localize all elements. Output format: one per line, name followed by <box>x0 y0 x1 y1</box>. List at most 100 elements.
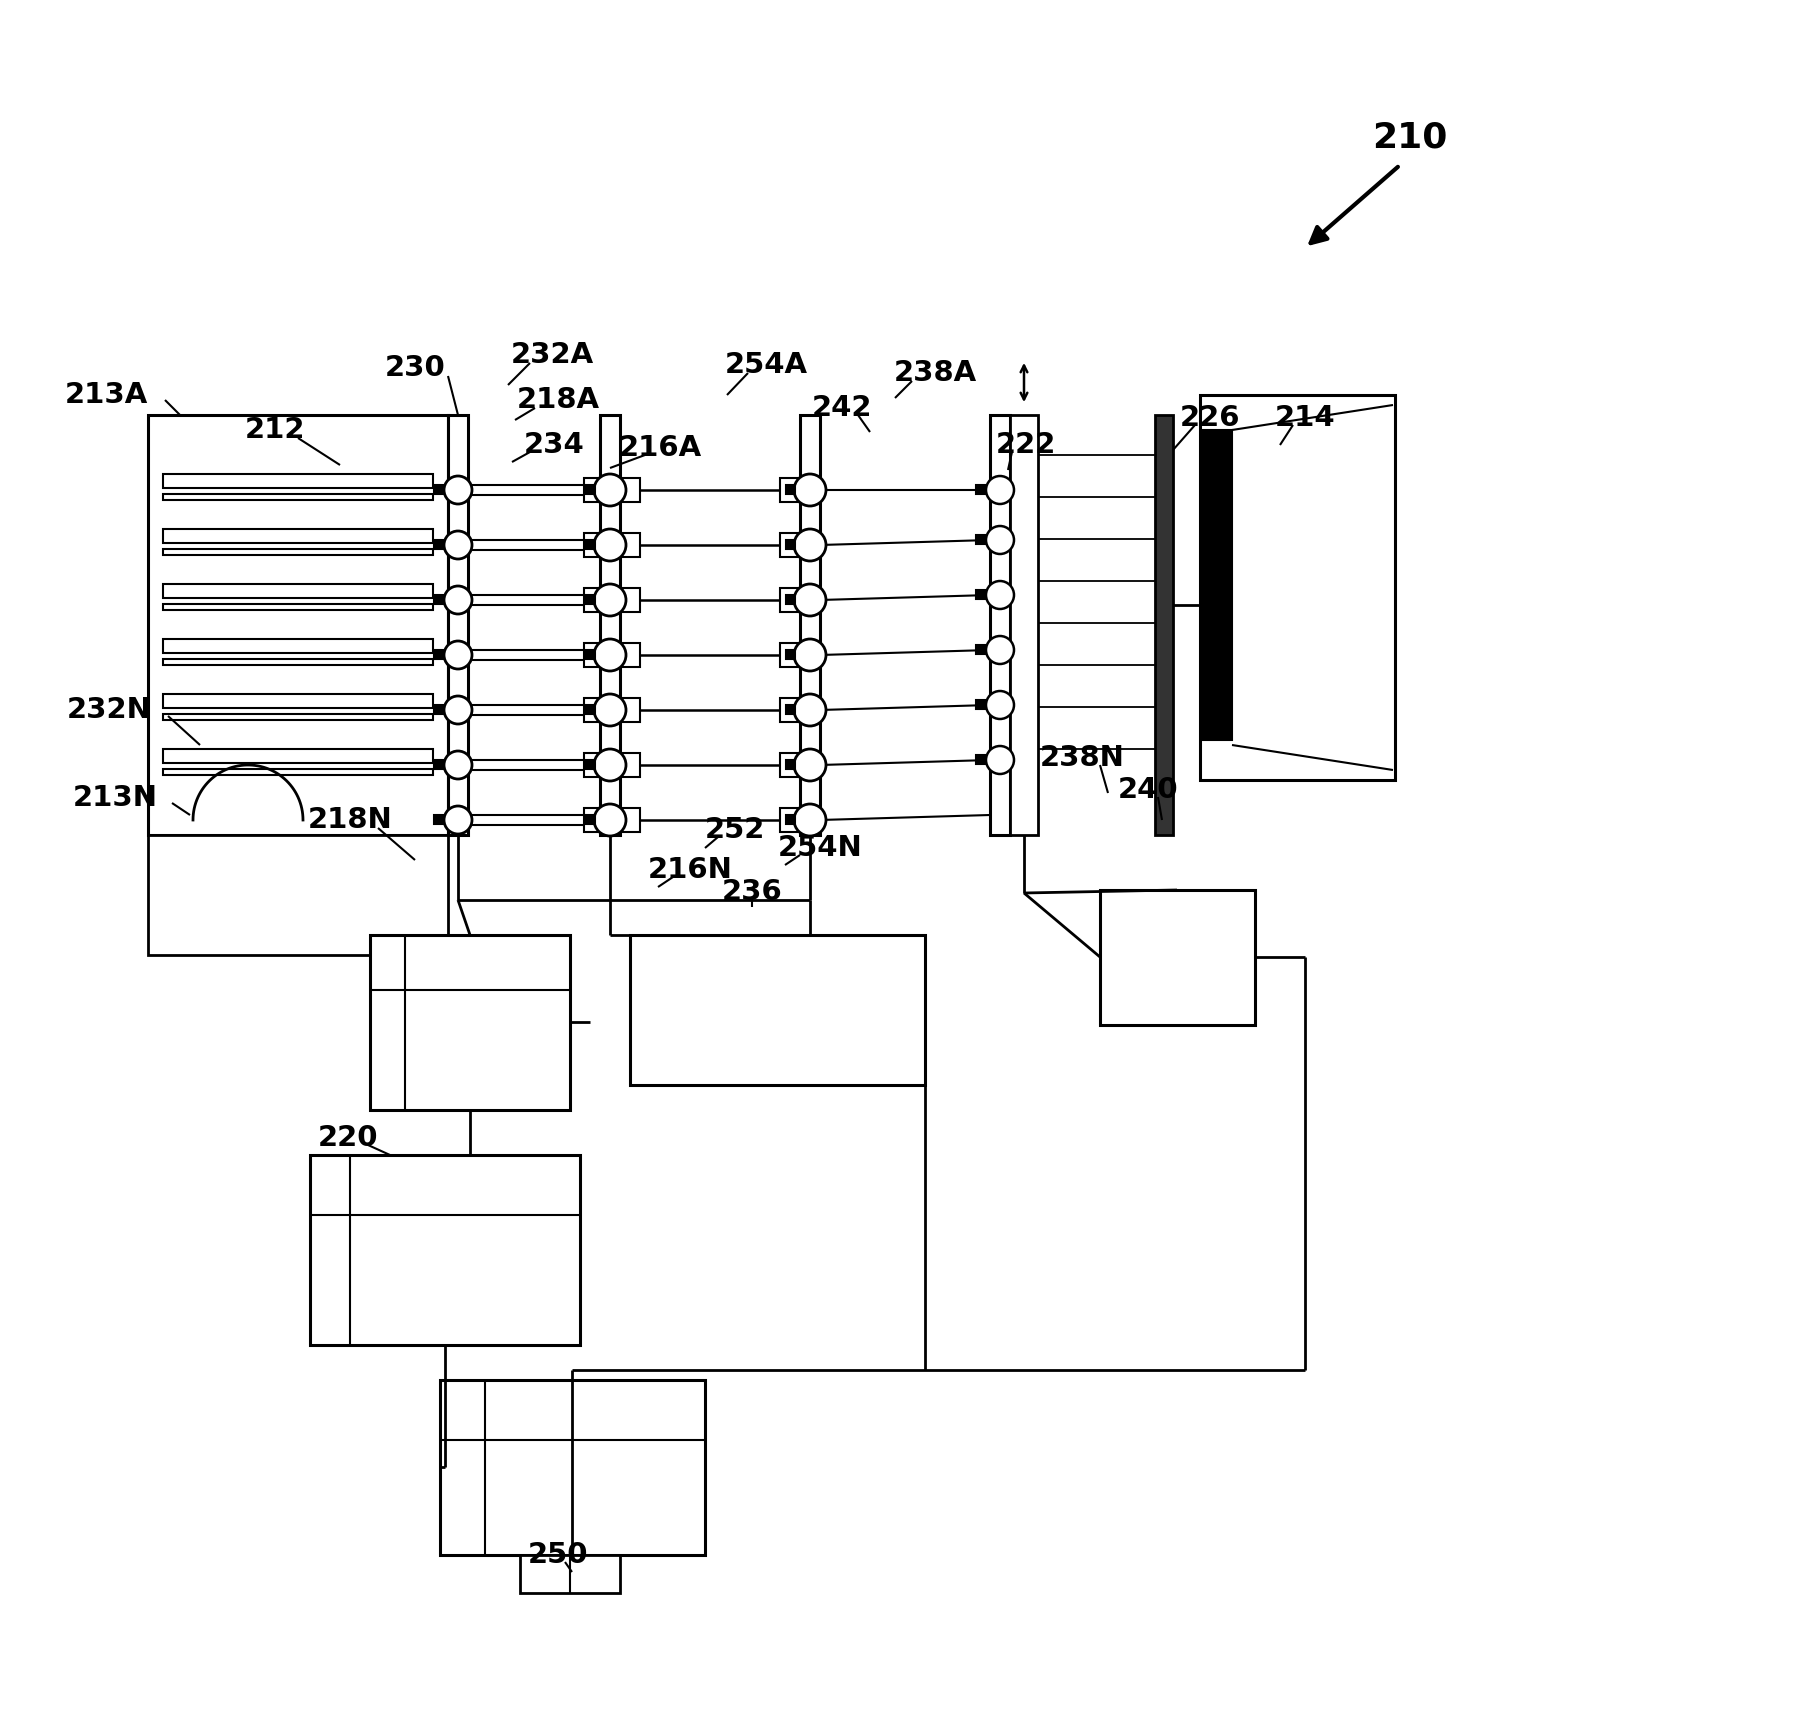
Text: 252: 252 <box>705 816 764 843</box>
Circle shape <box>593 584 626 617</box>
Bar <box>164 714 433 721</box>
Text: 214: 214 <box>1275 404 1334 431</box>
Circle shape <box>444 696 471 724</box>
Bar <box>601 416 620 835</box>
Bar <box>370 935 570 1110</box>
Bar <box>1154 416 1172 835</box>
Circle shape <box>593 748 626 781</box>
Text: 226: 226 <box>1179 404 1239 431</box>
Bar <box>586 705 595 714</box>
Bar <box>164 604 433 610</box>
Bar <box>147 835 448 954</box>
Text: 232A: 232A <box>511 341 593 369</box>
Bar <box>1009 416 1037 835</box>
Bar <box>780 753 798 778</box>
Bar <box>622 587 640 611</box>
Text: 254A: 254A <box>725 352 807 379</box>
Circle shape <box>793 528 825 561</box>
Bar <box>586 540 595 549</box>
Text: 236: 236 <box>721 878 782 906</box>
Bar <box>786 596 795 604</box>
Bar <box>622 809 640 831</box>
Circle shape <box>985 580 1014 610</box>
Text: 218A: 218A <box>516 386 599 414</box>
Bar <box>164 475 433 488</box>
Bar <box>309 1155 579 1346</box>
Circle shape <box>985 476 1014 504</box>
Bar <box>1199 395 1393 779</box>
Text: 238N: 238N <box>1039 745 1124 772</box>
Text: 230: 230 <box>385 353 446 383</box>
Bar <box>147 416 448 835</box>
Bar <box>586 485 595 494</box>
Circle shape <box>593 695 626 726</box>
Bar <box>433 540 442 549</box>
Bar <box>584 587 601 611</box>
Circle shape <box>593 804 626 837</box>
Text: 254N: 254N <box>777 835 861 863</box>
Bar <box>989 416 1009 835</box>
Circle shape <box>444 585 471 615</box>
Bar <box>433 816 442 824</box>
Circle shape <box>444 476 471 504</box>
Bar <box>164 639 433 653</box>
Bar <box>584 753 601 778</box>
Bar <box>433 596 442 604</box>
Circle shape <box>593 528 626 561</box>
Circle shape <box>793 748 825 781</box>
Circle shape <box>793 804 825 837</box>
Bar <box>622 698 640 722</box>
Text: 234: 234 <box>523 431 584 459</box>
Bar <box>586 650 595 658</box>
Bar <box>441 1380 705 1555</box>
Circle shape <box>985 691 1014 719</box>
Bar <box>164 549 433 554</box>
Bar <box>586 816 595 824</box>
Text: 213A: 213A <box>65 381 147 409</box>
Bar <box>629 935 924 1084</box>
Bar <box>786 650 795 658</box>
Bar <box>780 809 798 831</box>
Bar <box>433 760 442 769</box>
Circle shape <box>593 475 626 506</box>
Bar <box>786 540 795 549</box>
Bar <box>520 1555 620 1593</box>
Text: 216N: 216N <box>647 856 732 883</box>
Bar <box>586 760 595 769</box>
Bar <box>164 528 433 544</box>
Bar <box>786 485 795 494</box>
Bar <box>976 591 985 599</box>
Bar <box>976 755 985 764</box>
Text: 242: 242 <box>811 393 872 423</box>
Bar <box>164 748 433 764</box>
Circle shape <box>444 752 471 779</box>
Bar <box>1099 890 1255 1025</box>
Bar <box>586 596 595 604</box>
Bar <box>780 533 798 558</box>
Circle shape <box>444 805 471 835</box>
Bar <box>976 700 985 708</box>
Text: 250: 250 <box>527 1541 588 1569</box>
Bar <box>584 478 601 502</box>
Bar <box>164 695 433 708</box>
Circle shape <box>793 475 825 506</box>
Text: 222: 222 <box>996 431 1055 459</box>
Bar <box>622 643 640 667</box>
Circle shape <box>793 639 825 670</box>
Bar <box>786 705 795 714</box>
Text: 213N: 213N <box>74 785 158 812</box>
Bar <box>800 416 820 835</box>
Bar <box>786 816 795 824</box>
Bar <box>976 485 985 494</box>
Circle shape <box>444 532 471 559</box>
Text: 238A: 238A <box>894 359 976 386</box>
Bar <box>164 584 433 598</box>
Bar <box>780 478 798 502</box>
Text: 210: 210 <box>1372 121 1447 154</box>
Circle shape <box>985 636 1014 663</box>
Bar <box>584 533 601 558</box>
Circle shape <box>793 584 825 617</box>
Circle shape <box>985 746 1014 774</box>
Circle shape <box>593 639 626 670</box>
Bar <box>433 485 442 494</box>
